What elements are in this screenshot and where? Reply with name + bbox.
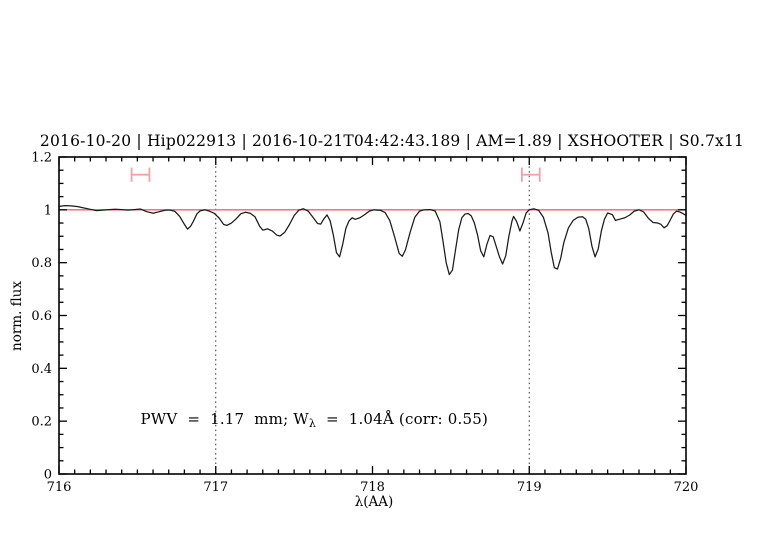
y-tick-label: 1.2 bbox=[31, 151, 52, 166]
axis-tick-labels: 716 717 718 719 720 0 0.2 0.4 0.6 0.8 1 1.2 bbox=[31, 151, 698, 496]
y-tick-label: 0.2 bbox=[31, 415, 52, 430]
y-tick-label: 0.4 bbox=[31, 362, 52, 377]
x-axis-label: λ(AA) bbox=[355, 494, 394, 510]
pwv-annotation-pre: PWV = 1.17 mm; W bbox=[141, 410, 310, 428]
spectrum-layer bbox=[58, 204, 687, 276]
plot-title: 2016-10-20 | Hip022913 | 2016-10-21T04:4… bbox=[40, 132, 744, 150]
spectrum-path bbox=[58, 204, 687, 276]
x-tick-label: 720 bbox=[674, 480, 699, 495]
pwv-annotation-post: = 1.04Å (corr: 0.55) bbox=[316, 410, 488, 428]
y-tick-label: 0.8 bbox=[31, 256, 52, 271]
x-tick-label: 716 bbox=[47, 480, 72, 495]
y-tick-label: 0.6 bbox=[31, 309, 52, 324]
pwv-marker bbox=[520, 167, 541, 182]
pwv-annotation-sub: λ bbox=[309, 417, 316, 430]
pwv-annotation: PWV = 1.17 mm; Wλ = 1.04Å (corr: 0.55) bbox=[141, 410, 489, 430]
x-tick-label: 717 bbox=[203, 480, 228, 495]
pwv-marker bbox=[130, 167, 151, 182]
y-axis-label: norm. flux bbox=[9, 281, 25, 351]
plot-frame bbox=[58, 156, 687, 475]
x-tick-label: 719 bbox=[517, 480, 542, 495]
pwv-markers bbox=[130, 167, 541, 182]
x-tick-label: 718 bbox=[360, 480, 385, 495]
y-tick-label: 0 bbox=[44, 468, 52, 483]
annotation-layer: PWV = 1.17 mm; Wλ = 1.04Å (corr: 0.55) bbox=[141, 410, 489, 430]
plot-frame-layer bbox=[58, 156, 687, 475]
y-tick-label: 1 bbox=[44, 203, 52, 218]
